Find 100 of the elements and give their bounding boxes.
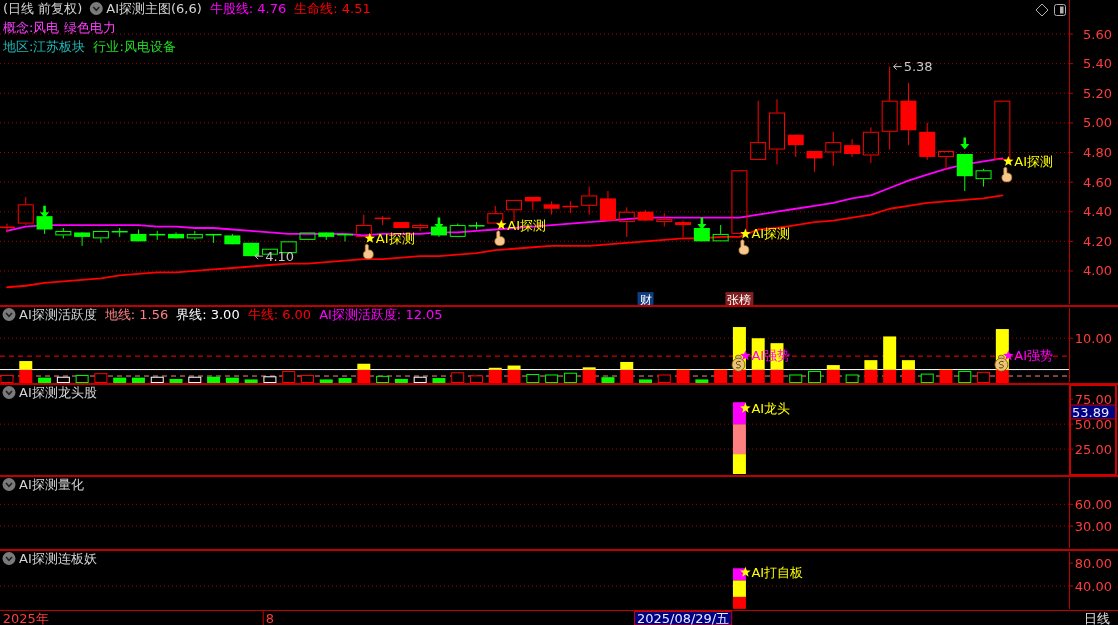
candlestick xyxy=(92,230,109,244)
candlestick xyxy=(449,223,466,237)
y-tick-label: 4.60 xyxy=(1083,174,1112,190)
data-label: AI龙头 xyxy=(751,400,791,416)
bar xyxy=(113,377,127,383)
data-label: 财 xyxy=(639,292,652,307)
candlestick xyxy=(299,232,316,240)
bar xyxy=(826,365,840,370)
bar xyxy=(901,360,915,370)
bar xyxy=(620,369,634,383)
bar xyxy=(620,361,634,370)
bar xyxy=(19,369,33,383)
annotation: 地区:江苏板块 xyxy=(2,39,86,54)
y-tick-label: 5.00 xyxy=(1083,115,1112,131)
bar xyxy=(300,374,314,383)
x-tick-label: 2025/08/29/五 xyxy=(636,611,730,625)
bar xyxy=(357,363,371,370)
bar xyxy=(526,374,540,383)
bar xyxy=(150,376,164,383)
candlestick xyxy=(675,220,692,238)
bar xyxy=(582,369,596,383)
y-tick-label: 75.00 xyxy=(1074,391,1112,407)
text: 生命线: 4.51 xyxy=(294,1,371,16)
candlestick xyxy=(656,212,673,228)
bar xyxy=(639,379,653,383)
bar xyxy=(751,369,765,383)
bar xyxy=(864,369,878,383)
candlestick xyxy=(562,200,579,214)
bar xyxy=(451,372,465,383)
bar xyxy=(507,365,521,370)
y-tick-label: 4.80 xyxy=(1083,145,1112,160)
candlestick xyxy=(74,231,91,247)
y-tick-label: 30.00 xyxy=(1074,518,1112,534)
ref-line-label: 界线: 3.00 xyxy=(176,307,240,322)
bar xyxy=(676,369,690,383)
bar xyxy=(0,374,14,383)
ref-line-label: 牛线: 6.00 xyxy=(247,307,312,322)
candlestick xyxy=(862,126,879,164)
bar xyxy=(488,369,502,383)
bar xyxy=(883,336,897,370)
bar xyxy=(901,369,915,383)
bar xyxy=(225,377,239,383)
bar xyxy=(56,376,70,383)
bar xyxy=(563,372,577,383)
point xyxy=(960,137,970,150)
annotation: 行业:风电设备 xyxy=(93,39,176,54)
chart-title: AI探测量化 xyxy=(19,477,84,492)
x-tick-label: 2025年 xyxy=(2,611,49,625)
data-label: 4.10 xyxy=(265,248,295,264)
chart-title: AI探测龙头股 xyxy=(19,385,97,400)
data-label: AI打自板 xyxy=(751,564,804,580)
bar xyxy=(244,379,258,383)
candlestick xyxy=(750,100,767,160)
bar xyxy=(282,370,296,383)
candlestick xyxy=(581,186,598,216)
bar xyxy=(188,376,202,383)
candlestick xyxy=(355,214,372,237)
chart-title: (日线 前复权) xyxy=(3,1,83,16)
candlestick xyxy=(712,224,729,242)
candlestick xyxy=(0,223,15,233)
bar xyxy=(601,377,615,383)
y-tick-label: 10.00 xyxy=(1074,330,1112,346)
chart-title: AI探测活跃度 xyxy=(19,307,97,322)
chart-title: AI探测连板妖 xyxy=(19,551,97,566)
chart-subtitle: AI探测主图(6,6) xyxy=(106,1,202,16)
bar xyxy=(507,369,521,383)
candlestick xyxy=(938,151,954,171)
x-tick-label: 8 xyxy=(265,611,275,625)
bar xyxy=(432,378,446,383)
y-tick-label: 5.20 xyxy=(1083,85,1112,101)
y-tick-label: 4.40 xyxy=(1083,204,1112,220)
bar xyxy=(19,361,33,370)
candlestick xyxy=(186,230,203,239)
point xyxy=(40,205,50,218)
ref-line-label: 地线: 1.56 xyxy=(103,307,169,322)
data-label: AI探测 xyxy=(751,226,791,242)
bar xyxy=(319,379,333,383)
bar xyxy=(939,369,953,383)
y-tick-label: 60.00 xyxy=(1074,496,1112,512)
candlestick xyxy=(956,153,973,192)
bar xyxy=(75,374,89,383)
y-tick-label: 80.00 xyxy=(1074,555,1112,571)
annotation: AI探测活跃度: 12.05 xyxy=(319,307,443,322)
candlestick xyxy=(806,150,823,173)
bar xyxy=(169,378,183,383)
bar xyxy=(413,376,427,383)
y-tick-label: 40.00 xyxy=(1074,578,1112,594)
bar xyxy=(695,379,709,383)
y-tick-label: 25.00 xyxy=(1074,441,1112,457)
y-tick-label: 5.40 xyxy=(1083,56,1112,72)
candlestick xyxy=(280,241,297,254)
bar xyxy=(357,369,371,383)
bar xyxy=(545,374,559,383)
bar xyxy=(714,369,728,383)
data-label: AI探测 xyxy=(375,230,415,246)
bar xyxy=(770,369,784,383)
bar xyxy=(470,375,483,383)
bar xyxy=(958,370,972,383)
text: 日线 xyxy=(1084,611,1110,625)
bar xyxy=(582,367,596,370)
